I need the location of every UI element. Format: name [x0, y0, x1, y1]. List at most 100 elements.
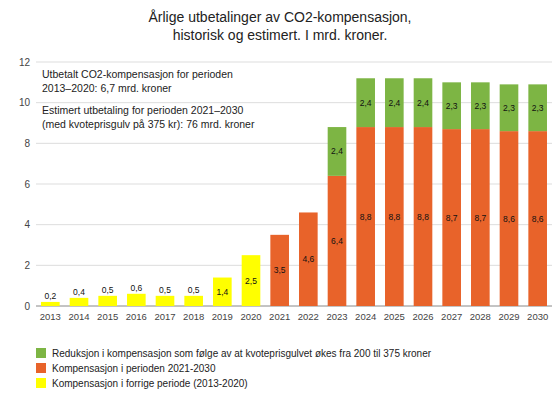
bars: [41, 78, 547, 306]
y-tick-label: 2: [24, 260, 30, 271]
data-label: 0,5: [159, 285, 171, 295]
data-label: 2,3: [446, 101, 458, 111]
bar-segment: [98, 296, 117, 306]
bar-segment: [270, 235, 289, 306]
bar-segment: [213, 277, 232, 278]
bar-segment: [442, 82, 461, 129]
legend-label: Kompensasjon i forrige periode (2013-202…: [52, 378, 248, 389]
bar-segment: [328, 127, 347, 176]
x-tick-label: 2016: [126, 311, 147, 322]
legend-swatch: [36, 378, 46, 388]
grid-line: [36, 62, 552, 63]
data-label: 0,2: [44, 291, 56, 301]
bar-segment: [356, 78, 375, 127]
legend-swatch: [36, 348, 46, 358]
data-label: 6,4: [331, 236, 343, 246]
bar-segment: [127, 293, 146, 294]
x-tick-label: 2024: [355, 311, 376, 322]
y-axis: 024681012: [19, 57, 552, 312]
data-label: 2,4: [331, 146, 343, 156]
bar-segment: [500, 84, 519, 131]
x-tick-label: 2020: [240, 311, 261, 322]
bar-segment: [471, 82, 490, 129]
x-tick-label: 2026: [412, 311, 433, 322]
legend-label: Kompensasjon i perioden 2021-2030: [52, 363, 216, 374]
bar-segment: [414, 78, 433, 127]
bar-segment: [41, 301, 60, 302]
bar-segment: [156, 295, 175, 296]
bar-segment: [213, 277, 232, 278]
data-label: 1,4: [216, 287, 228, 297]
annotation-line: (med kvoteprisgulv på 375 kr): 76 mrd. k…: [42, 118, 255, 130]
x-tick-label: 2029: [498, 311, 519, 322]
data-label: 2,4: [360, 98, 372, 108]
bar-segment: [41, 302, 60, 306]
bar-segment: [500, 131, 519, 306]
data-label: 2,3: [532, 103, 544, 113]
annotation: Utbetalt CO2-kompensasjon for perioden 20…: [42, 68, 233, 94]
x-tick-label: 2014: [68, 311, 89, 322]
x-tick-label: 2030: [527, 311, 548, 322]
bar-segment: [414, 127, 433, 306]
bar-segment: [98, 295, 117, 296]
bar-segment: [299, 212, 318, 213]
title-line: Årlige utbetalinger av CO2-kompensasjon,: [148, 9, 411, 25]
annotation-line: 2013–2020: 6,7 mrd. kroner: [42, 82, 172, 94]
bar-segment: [299, 212, 318, 306]
x-tick-label: 2018: [183, 311, 204, 322]
data-label: 2,4: [417, 98, 429, 108]
data-label: 2,4: [388, 98, 400, 108]
bar-segment: [70, 298, 89, 306]
bar-segment: [385, 78, 404, 127]
data-label: 8,6: [532, 214, 544, 224]
x-tick-label: 2017: [154, 311, 175, 322]
x-tick-label: 2019: [212, 311, 233, 322]
data-label: 8,8: [417, 212, 429, 222]
x-tick-label: 2015: [97, 311, 118, 322]
bar-segment: [156, 296, 175, 306]
y-tick-label: 10: [19, 97, 31, 108]
title-line: historisk og estimert. I mrd. kroner.: [173, 27, 388, 43]
legend-swatch: [36, 363, 46, 373]
legend-label: Reduksjon i kompensasjon som følge av at…: [52, 348, 432, 359]
x-tick-label: 2023: [326, 311, 347, 322]
legend: Reduksjon i kompensasjon som følge av at…: [36, 348, 432, 389]
bar-segment: [70, 297, 89, 298]
annotation-line: Estimert utbetaling for perioden 2021–20…: [42, 104, 244, 116]
data-label: 0,5: [102, 285, 114, 295]
annotation-line: Utbetalt CO2-kompensasjon for perioden: [42, 68, 233, 80]
bar-segment: [41, 301, 60, 302]
annotations: Utbetalt CO2-kompensasjon for perioden 20…: [42, 68, 255, 130]
data-label: 2,5: [245, 276, 257, 286]
bar-segment: [213, 278, 232, 306]
x-tick-label: 2013: [40, 311, 61, 322]
data-label: 8,7: [474, 213, 486, 223]
bar-segment: [242, 255, 261, 256]
bar-segment: [270, 234, 289, 235]
bar-segment: [528, 131, 547, 306]
data-label: 0,6: [130, 283, 142, 293]
bar-segment: [442, 129, 461, 306]
bar-segment: [471, 129, 490, 306]
data-label: 8,7: [446, 213, 458, 223]
bar-segment: [98, 295, 117, 296]
data-label: 8,6: [503, 214, 515, 224]
bar-segment: [127, 293, 146, 294]
bar-segment: [156, 295, 175, 296]
annotation: Estimert utbetaling for perioden 2021–20…: [42, 104, 255, 130]
data-label: 0,4: [73, 287, 85, 297]
bar-segment: [184, 296, 203, 306]
y-tick-label: 4: [24, 219, 30, 230]
x-axis: 2013 2014 2015 2016 2017 2018 2019 2020 2021 2022…: [40, 311, 548, 322]
bar-segment: [528, 84, 547, 131]
title: Årlige utbetalinger av CO2-kompensasjon,…: [148, 9, 411, 43]
x-tick-label: 2027: [441, 311, 462, 322]
data-label: 8,8: [388, 212, 400, 222]
x-tick-label: 2021: [269, 311, 290, 322]
data-label: 4,6: [302, 254, 314, 264]
data-label: 2,3: [503, 103, 515, 113]
y-tick-label: 0: [24, 301, 30, 312]
bar-segment: [127, 294, 146, 306]
data-label: 8,8: [360, 212, 372, 222]
x-tick-label: 2022: [298, 311, 319, 322]
